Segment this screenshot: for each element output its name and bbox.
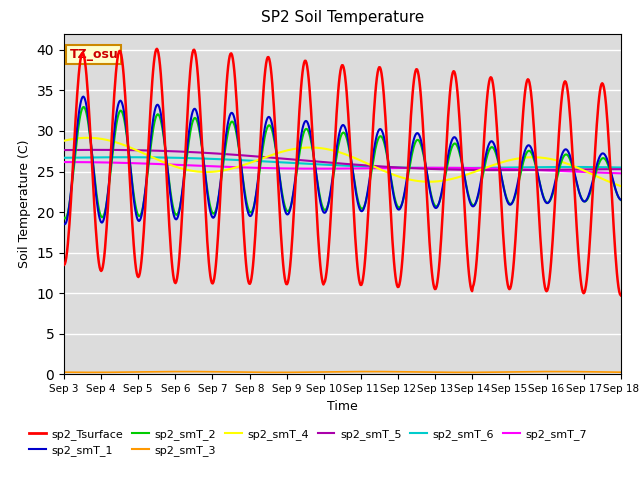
- sp2_smT_4: [411, 178, 419, 183]
- sp2_smT_3: [411, 369, 419, 375]
- sp2_Tsurface: [411, 72, 419, 77]
- sp2_smT_5: [60, 147, 68, 153]
- sp2_smT_7: [184, 162, 192, 168]
- Title: SP2 Soil Temperature: SP2 Soil Temperature: [260, 11, 424, 25]
- sp2_smT_1: [186, 125, 193, 131]
- sp2_smT_5: [185, 149, 193, 155]
- sp2_smT_2: [79, 104, 87, 110]
- Y-axis label: Soil Temperature (C): Soil Temperature (C): [18, 140, 31, 268]
- sp2_smT_4: [128, 145, 136, 151]
- sp2_smT_1: [215, 192, 223, 198]
- sp2_smT_1: [129, 190, 137, 195]
- sp2_Tsurface: [60, 262, 68, 268]
- sp2_smT_4: [185, 168, 193, 173]
- sp2_smT_1: [617, 197, 625, 203]
- sp2_smT_5: [617, 166, 625, 172]
- sp2_smT_4: [70, 136, 78, 142]
- sp2_smT_2: [428, 195, 436, 201]
- sp2_smT_7: [127, 160, 135, 166]
- sp2_smT_5: [70, 147, 78, 153]
- sp2_smT_2: [129, 185, 137, 191]
- sp2_smT_6: [123, 155, 131, 160]
- sp2_smT_6: [60, 155, 68, 161]
- sp2_smT_2: [412, 139, 419, 145]
- sp2_smT_7: [70, 159, 78, 165]
- sp2_smT_7: [426, 165, 434, 170]
- sp2_smT_3: [552, 369, 559, 374]
- sp2_smT_2: [215, 193, 223, 199]
- Line: sp2_Tsurface: sp2_Tsurface: [64, 49, 621, 295]
- sp2_smT_3: [128, 369, 136, 375]
- sp2_smT_1: [428, 197, 436, 203]
- sp2_smT_7: [214, 164, 221, 169]
- Text: TZ_osu: TZ_osu: [70, 48, 118, 61]
- sp2_smT_5: [411, 166, 419, 171]
- sp2_smT_2: [71, 155, 79, 161]
- sp2_smT_5: [428, 166, 435, 172]
- Line: sp2_smT_7: sp2_smT_7: [64, 162, 621, 173]
- sp2_smT_6: [411, 165, 419, 171]
- sp2_smT_7: [60, 159, 68, 165]
- sp2_smT_3: [617, 369, 625, 375]
- Line: sp2_smT_5: sp2_smT_5: [64, 150, 621, 170]
- sp2_smT_4: [214, 168, 222, 174]
- sp2_smT_3: [428, 369, 435, 375]
- sp2_smT_5: [214, 151, 222, 156]
- sp2_smT_7: [617, 170, 625, 176]
- sp2_smT_3: [60, 369, 68, 375]
- sp2_smT_3: [70, 370, 78, 375]
- sp2_smT_5: [496, 167, 504, 173]
- sp2_smT_2: [61, 216, 68, 221]
- X-axis label: Time: Time: [327, 400, 358, 413]
- sp2_Tsurface: [70, 143, 78, 149]
- sp2_smT_2: [617, 197, 625, 203]
- Line: sp2_smT_2: sp2_smT_2: [64, 107, 621, 218]
- sp2_smT_1: [60, 221, 68, 227]
- sp2_smT_4: [617, 183, 625, 189]
- sp2_smT_6: [128, 155, 136, 160]
- Line: sp2_smT_4: sp2_smT_4: [64, 138, 621, 186]
- sp2_smT_7: [410, 165, 418, 171]
- sp2_Tsurface: [428, 260, 435, 266]
- sp2_smT_3: [214, 369, 222, 375]
- sp2_smT_1: [61, 221, 68, 227]
- sp2_smT_6: [185, 155, 193, 161]
- sp2_smT_6: [617, 165, 625, 170]
- sp2_smT_4: [83, 135, 91, 141]
- sp2_smT_1: [79, 94, 87, 99]
- Line: sp2_smT_6: sp2_smT_6: [64, 157, 621, 168]
- Line: sp2_smT_1: sp2_smT_1: [64, 96, 621, 224]
- sp2_smT_2: [186, 134, 193, 140]
- sp2_smT_6: [428, 165, 435, 171]
- sp2_Tsurface: [185, 89, 193, 95]
- sp2_smT_4: [60, 138, 68, 144]
- sp2_Tsurface: [127, 205, 135, 211]
- sp2_Tsurface: [617, 292, 625, 298]
- sp2_Tsurface: [214, 232, 222, 238]
- sp2_smT_3: [185, 369, 193, 374]
- sp2_smT_2: [60, 215, 68, 220]
- sp2_smT_5: [128, 147, 136, 153]
- sp2_smT_1: [71, 148, 79, 154]
- sp2_smT_6: [444, 165, 451, 171]
- sp2_smT_6: [214, 156, 222, 162]
- sp2_smT_1: [412, 132, 419, 137]
- sp2_smT_4: [428, 179, 435, 185]
- sp2_smT_5: [94, 147, 102, 153]
- Legend: sp2_Tsurface, sp2_smT_1, sp2_smT_2, sp2_smT_3, sp2_smT_4, sp2_smT_5, sp2_smT_6, : sp2_Tsurface, sp2_smT_1, sp2_smT_2, sp2_…: [25, 424, 591, 460]
- sp2_Tsurface: [153, 46, 161, 52]
- sp2_smT_3: [88, 370, 96, 375]
- sp2_smT_6: [70, 155, 78, 160]
